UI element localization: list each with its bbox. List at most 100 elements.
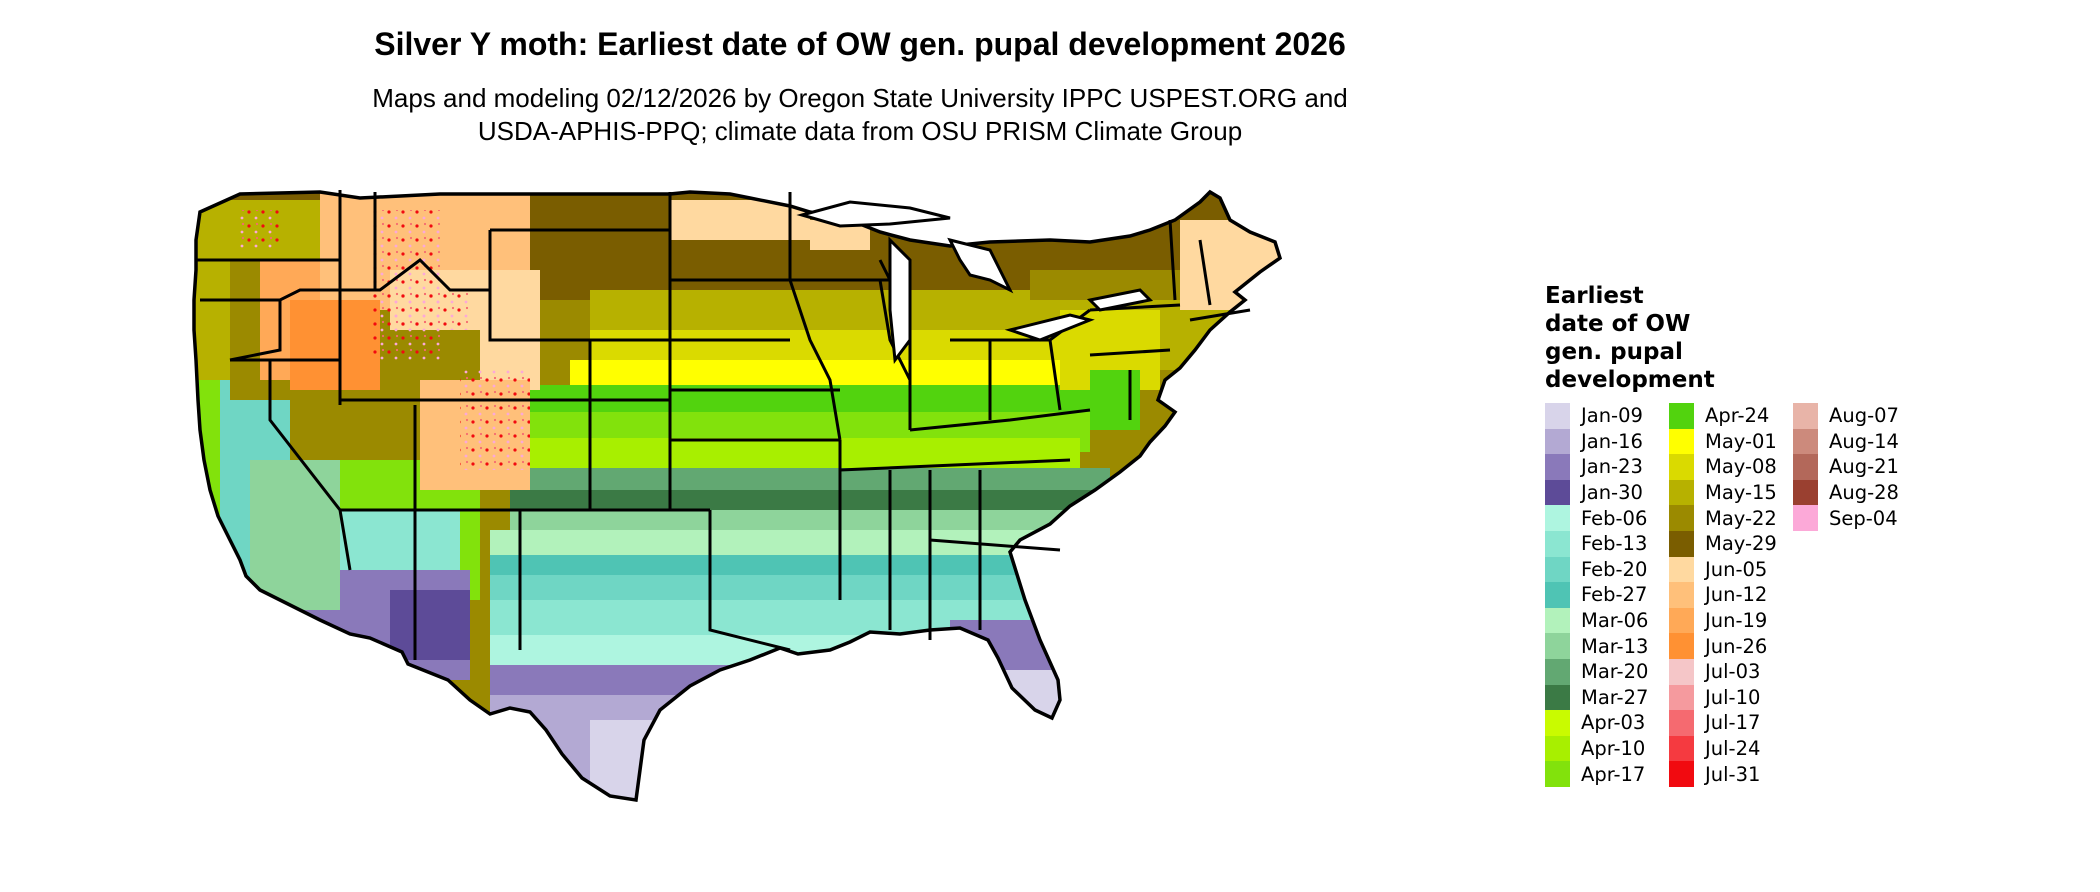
map-subtitle: Maps and modeling 02/12/2026 by Oregon S… (300, 82, 1420, 148)
legend-label: Jan-30 (1581, 481, 1643, 505)
legend-swatch (1545, 582, 1570, 608)
legend-title-line: Earliest (1545, 283, 1644, 309)
legend-item: Apr-24 (1669, 403, 1793, 429)
legend-item: Aug-21 (1793, 454, 1917, 480)
legend-label: Jun-12 (1705, 583, 1768, 607)
legend-swatch (1545, 479, 1570, 506)
us-map (190, 180, 1530, 890)
legend-label: Jul-03 (1705, 660, 1761, 684)
legend-label: May-08 (1705, 455, 1777, 479)
legend-label: Aug-07 (1829, 404, 1899, 428)
legend-label: Sep-04 (1829, 506, 1898, 530)
legend-item: Jan-16 (1545, 428, 1669, 455)
us-map-graphic (192, 190, 1282, 802)
legend-swatch (1669, 403, 1694, 429)
legend-item: Jul-17 (1669, 710, 1793, 736)
legend-label: Jan-16 (1581, 429, 1643, 453)
legend-label: May-15 (1705, 481, 1777, 505)
legend-column: Aug-07 Aug-14 Aug-21 Aug-28 Sep-04 (1793, 403, 1917, 787)
subtitle-line-2: USDA-APHIS-PPQ; climate data from OSU PR… (477, 116, 1243, 146)
legend-label: Feb-27 (1581, 583, 1648, 607)
legend-swatch (1669, 607, 1694, 634)
legend-swatch (1545, 454, 1570, 480)
legend-label: May-22 (1705, 506, 1777, 530)
legend-title: Earliest date of OW gen. pupal developme… (1545, 282, 1795, 394)
legend-swatch (1545, 530, 1570, 557)
legend-item: Mar-06 (1545, 607, 1669, 634)
legend-swatch (1793, 403, 1818, 429)
great-lakes (796, 200, 1154, 364)
legend-swatch (1669, 428, 1694, 455)
legend-columns: Jan-09 Jan-16 Jan-23 Jan-30 Feb-06 Feb-13 Feb-… (1545, 403, 1917, 787)
legend-item: Aug-07 (1793, 403, 1917, 429)
legend-item: Jan-23 (1545, 454, 1669, 480)
legend-column: Jan-09 Jan-16 Jan-23 Jan-30 Feb-06 Feb-13 Feb-… (1545, 403, 1669, 787)
legend-item: Mar-27 (1545, 684, 1669, 711)
legend-swatch (1669, 710, 1694, 736)
legend-label: Aug-21 (1829, 455, 1899, 479)
legend-label: Feb-13 (1581, 532, 1648, 556)
legend-swatch (1545, 684, 1570, 711)
legend-swatch (1793, 428, 1818, 455)
legend-swatch (1545, 658, 1570, 685)
legend-item: May-29 (1669, 530, 1793, 557)
legend-title-line: gen. pupal (1545, 339, 1683, 365)
legend-swatch (1545, 607, 1570, 634)
legend-label: Jan-23 (1581, 455, 1643, 479)
legend-item: Jun-26 (1669, 633, 1793, 659)
legend-label: Apr-17 (1581, 762, 1646, 786)
legend-title-line: date of OW (1545, 311, 1691, 337)
legend-label: Aug-14 (1829, 429, 1899, 453)
legend-item: Mar-13 (1545, 633, 1669, 659)
legend-swatch (1669, 582, 1694, 608)
legend-swatch (1545, 505, 1570, 531)
legend-item: Jul-03 (1669, 658, 1793, 685)
legend-label: Mar-13 (1581, 634, 1649, 658)
legend-item: Feb-13 (1545, 530, 1669, 557)
legend-label: Mar-06 (1581, 609, 1649, 633)
legend-item: Jul-24 (1669, 735, 1793, 762)
legend-item: Feb-27 (1545, 582, 1669, 608)
legend-swatch (1669, 761, 1694, 787)
legend-item: Feb-20 (1545, 556, 1669, 583)
legend-swatch (1545, 428, 1570, 455)
legend-label: Aug-28 (1829, 481, 1899, 505)
legend-item: Aug-28 (1793, 479, 1917, 506)
legend: Earliest date of OW gen. pupal developme… (1545, 282, 2065, 802)
legend-label: Jul-31 (1705, 762, 1761, 786)
legend-label: Feb-06 (1581, 506, 1648, 530)
legend-item: May-15 (1669, 479, 1793, 506)
legend-item: Feb-06 (1545, 505, 1669, 531)
legend-label: May-01 (1705, 429, 1777, 453)
legend-item: Jun-19 (1669, 607, 1793, 634)
legend-label: Mar-27 (1581, 685, 1649, 709)
legend-label: Jul-10 (1705, 685, 1761, 709)
legend-swatch (1793, 454, 1818, 480)
legend-item: Jul-31 (1669, 761, 1793, 787)
legend-item: May-22 (1669, 505, 1793, 531)
legend-item: May-08 (1669, 454, 1793, 480)
legend-item: Aug-14 (1793, 428, 1917, 455)
legend-item: Mar-20 (1545, 658, 1669, 685)
legend-column: Apr-24 May-01 May-08 May-15 May-22 May-29 Jun-… (1669, 403, 1793, 787)
legend-item: Apr-17 (1545, 761, 1669, 787)
map-title: Silver Y moth: Earliest date of OW gen. … (374, 26, 1346, 62)
legend-item: Jan-09 (1545, 403, 1669, 429)
legend-label: Apr-10 (1581, 737, 1646, 761)
legend-swatch (1669, 479, 1694, 506)
map-zones (194, 192, 1280, 800)
legend-item: May-01 (1669, 428, 1793, 455)
legend-title-line: development (1545, 367, 1715, 393)
legend-swatch (1545, 633, 1570, 659)
state-borders (196, 190, 1251, 660)
legend-item: Jun-05 (1669, 556, 1793, 583)
legend-label: Jan-09 (1581, 404, 1643, 428)
legend-label: Apr-03 (1581, 711, 1646, 735)
legend-item: Sep-04 (1793, 505, 1917, 531)
legend-label: Mar-20 (1581, 660, 1649, 684)
subtitle-line-1: Maps and modeling 02/12/2026 by Oregon S… (372, 83, 1348, 113)
legend-swatch (1669, 735, 1694, 762)
legend-swatch (1669, 530, 1694, 557)
legend-label: Apr-24 (1705, 404, 1770, 428)
legend-item: Jan-30 (1545, 479, 1669, 506)
